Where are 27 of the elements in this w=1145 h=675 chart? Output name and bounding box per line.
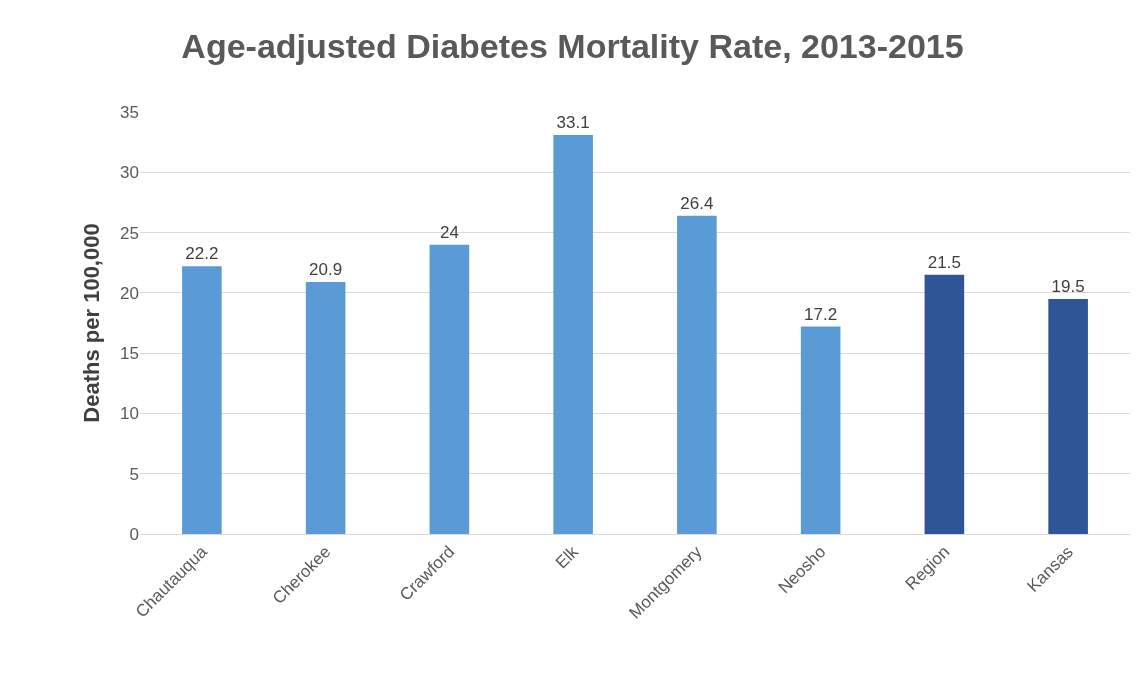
data-label: 21.5: [927, 252, 961, 272]
data-label: 24: [439, 222, 459, 242]
x-tick-label: Elk: [551, 541, 583, 573]
data-label: 22.2: [185, 244, 219, 264]
bar: [800, 326, 841, 534]
bar: [429, 244, 470, 534]
data-label: 19.5: [1051, 276, 1085, 296]
chart-title: Age-adjusted Diabetes Mortality Rate, 2013-2015: [181, 26, 964, 65]
data-label: 33.1: [556, 112, 590, 132]
y-tick-label: 15: [120, 344, 139, 364]
bar: [553, 134, 593, 534]
y-tick-label: 10: [120, 404, 139, 424]
y-tick-label: 5: [129, 464, 139, 484]
y-tick-label: 25: [120, 223, 139, 243]
data-label: 26.4: [680, 193, 714, 213]
bar: [924, 274, 965, 534]
data-label: 17.2: [804, 304, 838, 324]
bar: [182, 266, 222, 534]
y-axis-title: Deaths per 100,000: [78, 223, 104, 423]
data-label: 20.9: [309, 260, 343, 280]
bar: [1048, 298, 1088, 534]
y-tick-label: 35: [120, 102, 139, 122]
bar: [677, 215, 717, 534]
bar: [305, 282, 346, 534]
y-tick-label: 20: [120, 283, 139, 303]
y-tick-label: 0: [129, 524, 139, 544]
y-tick-label: 30: [120, 163, 139, 183]
